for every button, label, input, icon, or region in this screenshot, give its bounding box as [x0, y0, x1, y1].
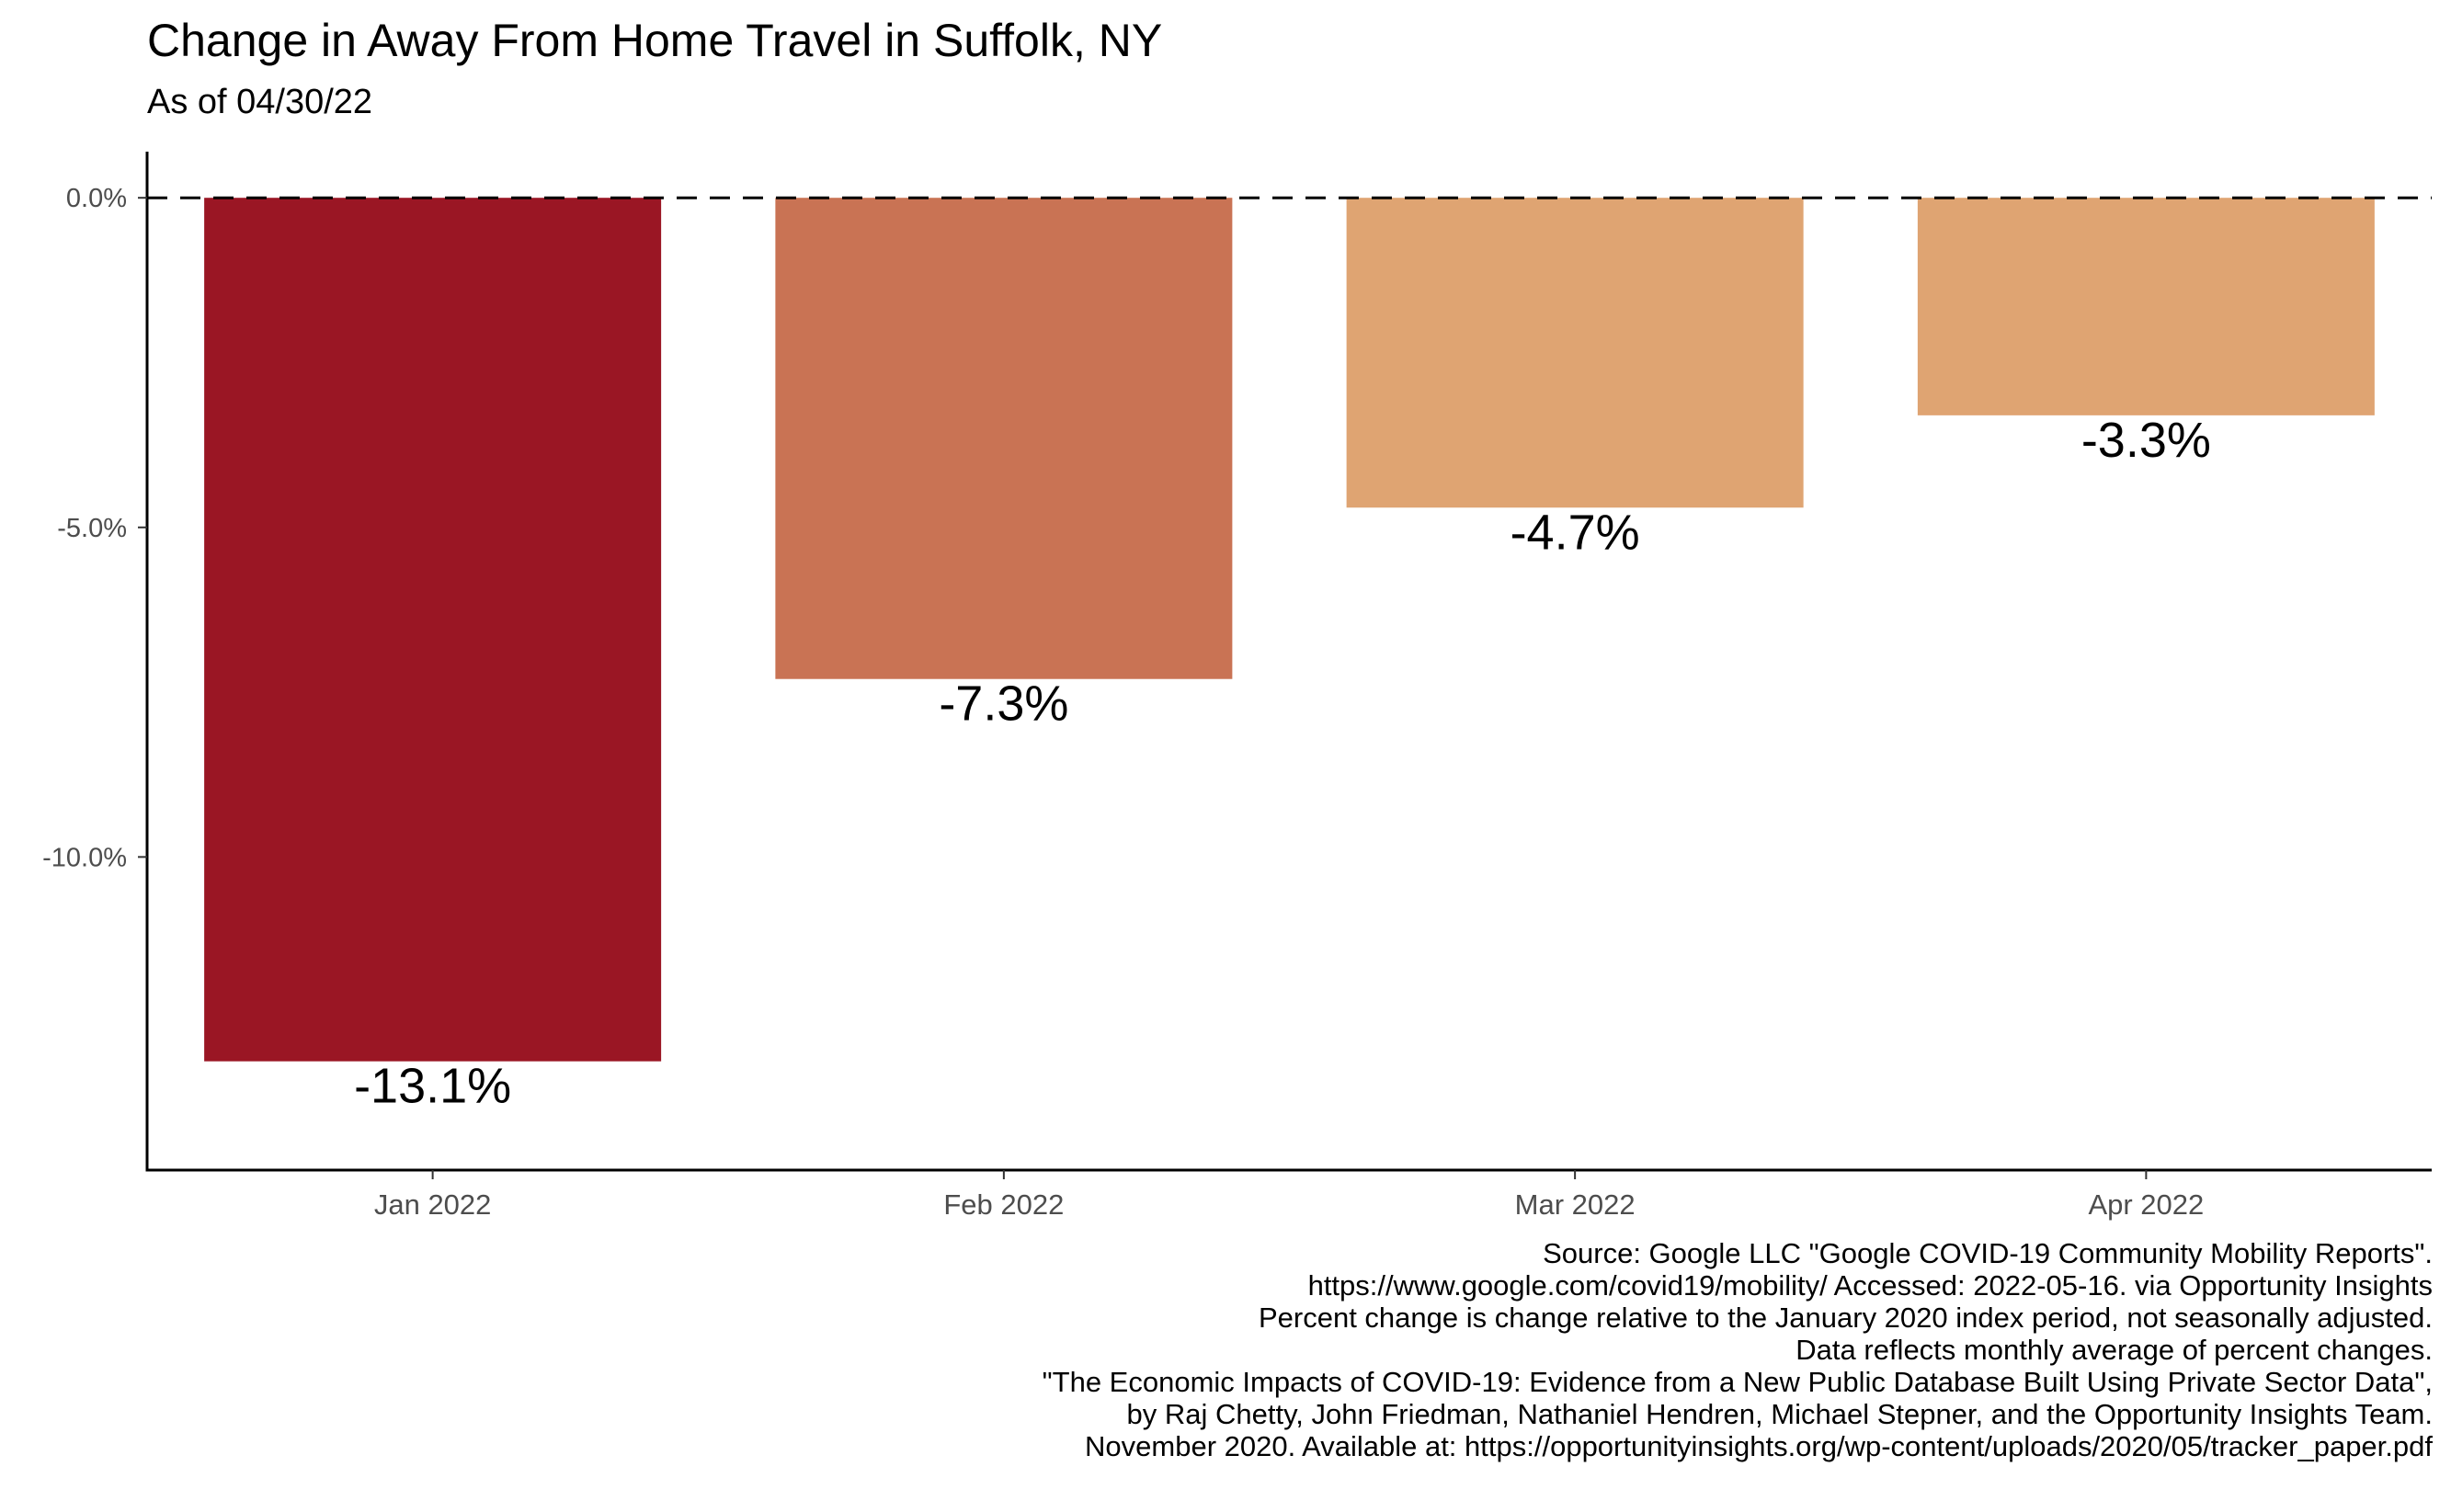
- data-label: -3.3%: [2081, 413, 2211, 468]
- bar-feb-2022: [775, 198, 1233, 679]
- bar-mar-2022: [1346, 198, 1804, 508]
- bar-chart: 0.0% -5.0% -10.0% Jan 2022 Feb 2022 Mar 2022…: [42, 152, 2432, 1221]
- caption-line: November 2020. Available at: https://opp…: [1085, 1430, 2433, 1462]
- bar-apr-2022: [1917, 198, 2375, 415]
- bar-jan-2022: [204, 198, 662, 1062]
- y-tick-label: 0.0%: [66, 184, 127, 213]
- data-labels: -13.1% -7.3% -4.7% -3.3%: [354, 413, 2211, 1114]
- x-tick-label: Feb 2022: [943, 1188, 1064, 1221]
- caption-line: by Raj Chetty, John Friedman, Nathaniel …: [1126, 1398, 2433, 1430]
- caption-line: Source: Google LLC "Google COVID-19 Comm…: [1543, 1237, 2433, 1269]
- y-tick-label: -5.0%: [57, 514, 127, 543]
- chart-title: Change in Away From Home Travel in Suffo…: [147, 15, 1163, 66]
- bars-layer: [204, 198, 2375, 1062]
- y-axis-ticks: 0.0% -5.0% -10.0%: [42, 184, 147, 872]
- data-label: -13.1%: [354, 1059, 511, 1114]
- data-label: -7.3%: [939, 676, 1068, 732]
- x-tick-label: Mar 2022: [1515, 1188, 1636, 1221]
- caption-line: https://www.google.com/covid19/mobility/…: [1307, 1269, 2433, 1302]
- x-axis-ticks: Jan 2022 Feb 2022 Mar 2022 Apr 2022: [374, 1170, 2204, 1221]
- caption-line: "The Economic Impacts of COVID-19: Evide…: [1042, 1366, 2433, 1398]
- chart-subtitle: As of 04/30/22: [147, 83, 373, 121]
- x-tick-label: Apr 2022: [2088, 1188, 2204, 1221]
- caption-line: Percent change is change relative to the…: [1258, 1302, 2433, 1334]
- source-caption: Source: Google LLC "Google COVID-19 Comm…: [318, 1237, 2433, 1462]
- x-tick-label: Jan 2022: [374, 1188, 492, 1221]
- y-tick-label: -10.0%: [42, 843, 127, 872]
- data-label: -4.7%: [1510, 505, 1640, 560]
- caption-line: Data reflects monthly average of percent…: [1796, 1334, 2433, 1366]
